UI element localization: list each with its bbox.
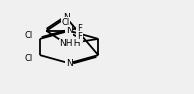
Text: Cl: Cl (61, 18, 70, 27)
Text: N: N (66, 39, 73, 48)
Text: N: N (63, 13, 70, 22)
Text: N: N (66, 26, 72, 35)
Text: NH: NH (59, 39, 73, 48)
Text: Cl: Cl (25, 54, 33, 63)
Text: N: N (66, 59, 72, 68)
Text: F: F (77, 24, 82, 33)
Text: NH: NH (68, 39, 81, 48)
Text: Cl: Cl (25, 31, 33, 40)
Text: F: F (77, 32, 82, 41)
